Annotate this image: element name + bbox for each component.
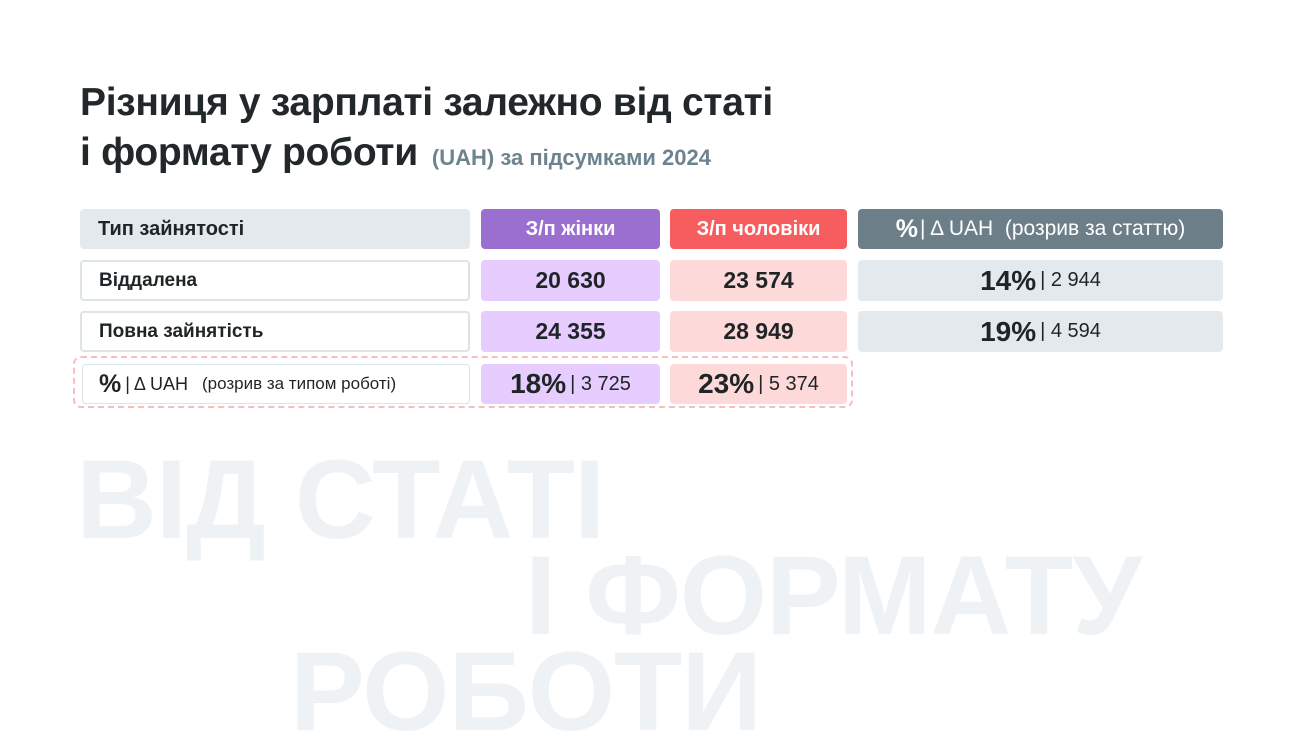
- row-fulltime-gap-uah: 4 594: [1040, 320, 1101, 343]
- row-format-gap-label: % | Δ UAH (розрив за типом роботі): [82, 364, 470, 404]
- header-gap-text: | Δ UAH (розрив за статтю): [920, 217, 1186, 240]
- row-remote-men: 23 574: [670, 260, 847, 301]
- row-remote-gap: 14% 2 944: [858, 260, 1223, 301]
- format-gap-note: (розрив за типом роботі): [201, 374, 397, 393]
- header-employment-type: Тип зайнятості: [80, 209, 470, 249]
- row-fulltime-gap-percent: 19%: [980, 315, 1037, 347]
- format-gap-percent-symbol: %: [99, 369, 122, 398]
- header-gender-gap: % | Δ UAH (розрив за статтю): [858, 209, 1223, 249]
- title-line-2-wrap: і формату роботи (UAH) за підсумками 2024: [80, 128, 773, 183]
- format-gap-outline: [73, 356, 853, 408]
- title-line-1: Різниця у зарплаті залежно від статі: [80, 81, 773, 124]
- row-remote-label: Віддалена: [80, 260, 470, 301]
- row-format-gap-women: 18% 3 725: [481, 364, 660, 404]
- header-gap-percent-symbol: %: [895, 214, 918, 243]
- row-fulltime-men: 28 949: [670, 311, 847, 352]
- title-line-2: і формату роботи: [80, 131, 418, 174]
- format-gap-women-percent: 18%: [510, 368, 567, 399]
- row-remote-gap-percent: 14%: [980, 264, 1037, 296]
- watermark-line-3: РОБОТИ: [290, 629, 762, 754]
- page-title: Різниця у зарплаті залежно від статі і ф…: [80, 78, 773, 183]
- row-fulltime-women: 24 355: [481, 311, 660, 352]
- format-gap-men-uah: 5 374: [758, 373, 819, 396]
- row-format-gap-men: 23% 5 374: [670, 364, 847, 404]
- watermark-line-1: ВІД СТАТІ: [76, 437, 605, 562]
- format-gap-men-percent: 23%: [698, 368, 755, 399]
- row-fulltime-label: Повна зайнятість: [80, 311, 470, 352]
- row-fulltime-gap: 19% 4 594: [858, 311, 1223, 352]
- header-men-salary: З/п чоловіки: [670, 209, 847, 249]
- format-gap-label-text: | Δ UAH: [125, 373, 188, 394]
- header-women-salary: З/п жінки: [481, 209, 660, 249]
- page-subtitle: (UAH) за підсумками 2024: [431, 145, 711, 170]
- row-remote-gap-uah: 2 944: [1040, 269, 1101, 292]
- format-gap-women-uah: 3 725: [570, 373, 631, 396]
- watermark-line-2: І ФОРМАТУ: [525, 533, 1142, 658]
- row-remote-women: 20 630: [481, 260, 660, 301]
